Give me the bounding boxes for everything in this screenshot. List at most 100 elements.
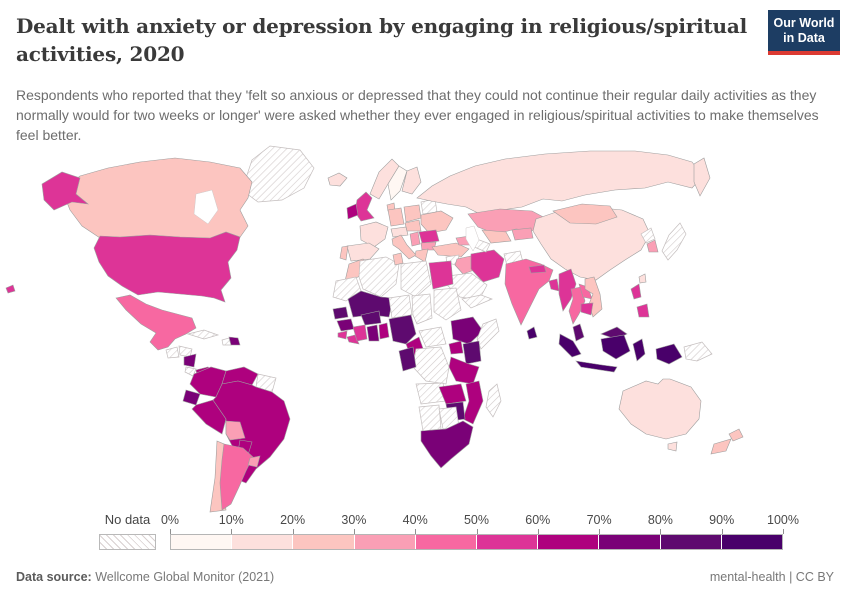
country-portugal[interactable] xyxy=(339,245,349,261)
country-finland[interactable] xyxy=(401,166,422,195)
country-greenland[interactable] xyxy=(241,145,315,203)
country-mongolia[interactable] xyxy=(552,203,618,225)
country-cambodia[interactable] xyxy=(580,302,594,316)
country-burkina-faso[interactable] xyxy=(360,310,382,326)
country-iceland[interactable] xyxy=(327,172,348,187)
country-nicaragua[interactable] xyxy=(183,353,197,368)
country-italy[interactable] xyxy=(391,234,417,260)
country-guinea[interactable] xyxy=(336,318,355,332)
country-tasmania[interactable] xyxy=(667,441,678,452)
country-mexico[interactable] xyxy=(115,294,197,351)
country-indonesia-sulawesi[interactable] xyxy=(632,338,646,362)
country-nigeria[interactable] xyxy=(388,314,417,345)
country-central-african-republic[interactable] xyxy=(418,326,447,348)
country-libya[interactable] xyxy=(400,260,432,298)
country-myanmar[interactable] xyxy=(558,268,577,312)
legend-swatch[interactable] xyxy=(538,535,600,549)
country-czechia-hungary[interactable] xyxy=(404,219,422,232)
country-papua-new-guinea[interactable] xyxy=(683,341,713,362)
country-guatemala[interactable] xyxy=(165,346,180,359)
country-alaska[interactable] xyxy=(41,171,89,211)
country-chad[interactable] xyxy=(411,293,433,325)
country-niger[interactable] xyxy=(388,294,413,319)
country-taiwan[interactable] xyxy=(638,273,647,284)
legend-bar[interactable] xyxy=(170,534,783,550)
legend-swatch[interactable] xyxy=(660,535,722,549)
country-new-zealand-north[interactable] xyxy=(728,428,744,442)
legend-swatch[interactable] xyxy=(721,535,783,549)
country-hawaii[interactable] xyxy=(5,284,16,294)
legend-no-data[interactable]: No data xyxy=(99,512,156,550)
country-malawi-mozambique[interactable] xyxy=(462,380,484,425)
country-spain[interactable] xyxy=(346,242,380,262)
country-india[interactable] xyxy=(504,258,554,326)
country-new-zealand-south[interactable] xyxy=(710,438,732,455)
country-sudan[interactable] xyxy=(433,287,462,321)
country-zambia[interactable] xyxy=(438,383,467,405)
country-sri-lanka[interactable] xyxy=(526,326,538,340)
country-madagascar[interactable] xyxy=(485,383,502,418)
country-serbia[interactable] xyxy=(409,231,421,247)
no-data-swatch[interactable] xyxy=(99,534,156,550)
country-cuba[interactable] xyxy=(186,329,220,340)
country-malaysia[interactable] xyxy=(572,323,585,342)
country-drc[interactable] xyxy=(412,346,450,385)
legend-swatch[interactable] xyxy=(477,535,539,549)
country-argentina[interactable] xyxy=(219,443,254,511)
country-south-africa[interactable] xyxy=(420,420,474,469)
country-uk[interactable] xyxy=(354,191,375,222)
country-namibia[interactable] xyxy=(418,404,442,432)
country-indonesia-java[interactable] xyxy=(575,360,618,373)
country-usa[interactable] xyxy=(93,231,241,303)
country-poland[interactable] xyxy=(403,204,422,223)
country-algeria[interactable] xyxy=(358,256,400,298)
country-switzerland-austria[interactable] xyxy=(390,226,409,238)
country-greece[interactable] xyxy=(414,248,429,263)
country-russia[interactable] xyxy=(416,150,704,216)
country-indonesia-sumatra[interactable] xyxy=(558,333,582,358)
country-ireland[interactable] xyxy=(346,203,359,220)
country-ghana[interactable] xyxy=(366,324,380,342)
license-note[interactable]: mental-health | CC BY xyxy=(709,570,834,584)
country-dominican-republic[interactable] xyxy=(228,336,241,346)
country-gabon-congo[interactable] xyxy=(398,346,417,372)
country-vietnam[interactable] xyxy=(584,276,603,318)
country-kyrgyzstan-tajikistan[interactable] xyxy=(511,227,534,241)
country-nepal[interactable] xyxy=(528,264,547,274)
country-romania[interactable] xyxy=(418,229,440,244)
owid-logo[interactable]: Our World in Data xyxy=(768,10,840,55)
country-brazil[interactable] xyxy=(212,380,291,484)
country-philippines-mindanao[interactable] xyxy=(636,303,650,318)
country-russia-kamchatka[interactable] xyxy=(693,157,711,197)
country-south-korea[interactable] xyxy=(646,239,659,253)
country-togo-benin[interactable] xyxy=(378,322,390,340)
country-japan[interactable] xyxy=(661,222,687,261)
country-tunisia[interactable] xyxy=(392,252,404,266)
country-yemen-oman[interactable] xyxy=(461,294,493,309)
country-iran[interactable] xyxy=(470,249,505,283)
country-australia[interactable] xyxy=(618,378,702,440)
country-philippines-luzon[interactable] xyxy=(630,283,642,300)
legend-swatch[interactable] xyxy=(232,535,294,549)
country-uzbekistan[interactable] xyxy=(481,229,512,244)
country-egypt[interactable] xyxy=(428,260,454,290)
country-senegal[interactable] xyxy=(332,306,349,320)
country-turkey[interactable] xyxy=(431,242,470,258)
country-uruguay[interactable] xyxy=(247,455,261,468)
country-france[interactable] xyxy=(359,221,389,248)
legend-swatch[interactable] xyxy=(171,535,233,549)
country-germany[interactable] xyxy=(387,207,405,227)
country-indonesia-kalimantan[interactable] xyxy=(600,334,631,360)
legend-swatch[interactable] xyxy=(415,535,478,549)
country-sierra-leone[interactable] xyxy=(337,330,348,340)
country-uganda[interactable] xyxy=(448,340,464,355)
country-bolivia[interactable] xyxy=(225,420,246,441)
country-ethiopia[interactable] xyxy=(450,316,484,345)
country-ukraine[interactable] xyxy=(420,210,454,234)
country-somalia[interactable] xyxy=(476,318,500,350)
legend-swatch[interactable] xyxy=(599,535,661,549)
legend-swatch[interactable] xyxy=(354,535,416,549)
country-ecuador[interactable] xyxy=(182,389,201,406)
legend-swatch[interactable] xyxy=(293,535,355,549)
country-kenya[interactable] xyxy=(462,340,482,365)
